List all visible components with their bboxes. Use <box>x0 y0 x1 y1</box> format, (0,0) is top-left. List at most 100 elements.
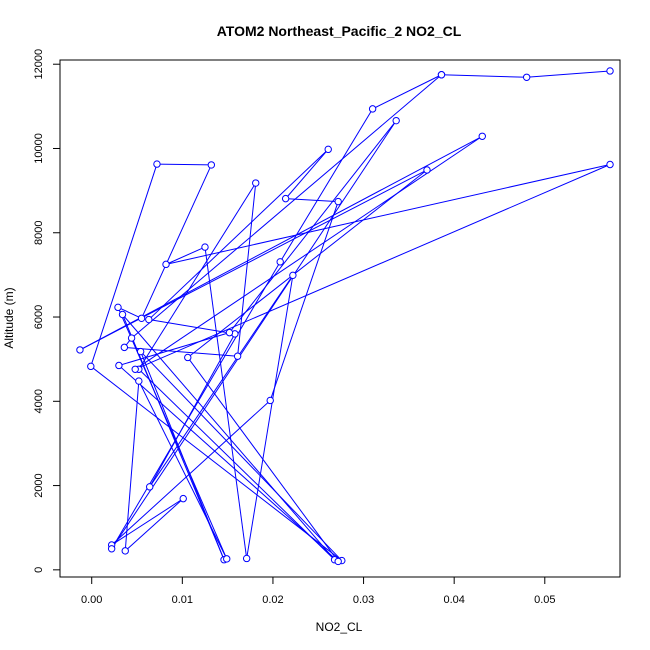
y-axis-label: Altitude (m) <box>2 287 16 348</box>
data-point <box>162 260 170 269</box>
x-tick-label: 0.05 <box>534 594 555 606</box>
series-segment <box>156 163 212 166</box>
data-point <box>266 396 274 405</box>
data-point <box>225 328 234 337</box>
data-point <box>118 310 127 319</box>
data-point <box>281 194 290 203</box>
series-segment <box>140 351 343 561</box>
data-point <box>137 314 146 322</box>
series-segment <box>285 148 329 199</box>
series-segment <box>165 246 206 265</box>
series-segment <box>111 261 281 550</box>
x-tick-label: 0.00 <box>81 594 102 606</box>
data-point <box>114 303 122 312</box>
x-tick-label: 0.04 <box>443 594 464 606</box>
series-segment <box>111 120 397 550</box>
series-segment <box>124 346 238 357</box>
series-segment <box>441 74 527 78</box>
series-segment <box>149 333 236 488</box>
data-point <box>136 347 145 356</box>
series-segment <box>237 182 257 357</box>
series-segment <box>148 148 329 320</box>
data-point <box>522 73 531 81</box>
series-segment <box>269 201 339 401</box>
series-segment <box>131 74 442 339</box>
series-segment <box>135 164 611 370</box>
x-tick-label: 0.03 <box>353 594 374 606</box>
series-segment <box>79 169 428 351</box>
series-segment <box>204 247 248 559</box>
series-segment <box>187 357 339 562</box>
series-segment <box>229 120 397 333</box>
chart-title: ATOM2 Northeast_Pacific_2 NO2_CL <box>217 23 462 39</box>
data-point <box>334 557 342 566</box>
series-segment <box>118 332 230 366</box>
y-tick-label: 0 <box>33 567 45 573</box>
data-point <box>423 166 431 174</box>
series-segment <box>117 306 142 319</box>
data-point <box>368 105 377 113</box>
series-segment <box>285 198 339 203</box>
series-segment <box>122 314 335 561</box>
series-segment <box>149 275 294 488</box>
series-segment <box>117 307 228 560</box>
data-point <box>145 315 153 324</box>
plot-frame <box>59 59 621 578</box>
series-segment <box>141 164 212 319</box>
series-segment <box>79 135 483 351</box>
data-point <box>324 145 332 154</box>
series-segment <box>526 70 611 78</box>
data-point <box>146 483 154 491</box>
series-points <box>76 67 614 566</box>
series-segment <box>90 365 343 561</box>
series-segment <box>138 380 228 560</box>
data-point <box>223 555 231 563</box>
data-point <box>179 494 187 503</box>
y-tick-label: 10000 <box>33 133 45 164</box>
data-point <box>120 343 129 352</box>
data-point <box>478 132 486 140</box>
x-axis: 0.00 0.01 0.02 0.03 0.04 0.05 <box>81 577 556 606</box>
data-point <box>153 160 161 168</box>
data-point <box>233 352 242 360</box>
data-point <box>606 67 614 75</box>
data-point <box>121 547 129 555</box>
y-axis: 0 2000 4000 6000 8000 10000 12000 <box>33 49 60 573</box>
data-point <box>87 362 95 371</box>
data-point <box>207 161 216 169</box>
x-axis-label: NO2_CL <box>316 620 363 634</box>
series-segment <box>279 108 374 263</box>
data-point <box>289 271 297 280</box>
data-point <box>131 365 139 373</box>
series-segment <box>138 368 335 561</box>
data-point <box>606 160 614 169</box>
data-point <box>127 334 136 342</box>
x-tick-label: 0.02 <box>262 594 283 606</box>
data-point <box>276 258 284 266</box>
series-segment <box>372 74 442 110</box>
data-point <box>242 554 251 563</box>
x-tick-label: 0.01 <box>172 594 193 606</box>
data-point <box>107 545 116 553</box>
series-segment <box>138 182 257 370</box>
series-segment <box>246 275 294 559</box>
y-tick-label: 2000 <box>33 473 45 497</box>
data-point <box>252 179 260 187</box>
series-segment <box>165 164 611 265</box>
data-point <box>437 71 446 79</box>
data-point <box>76 346 84 354</box>
data-point <box>201 243 209 251</box>
data-point <box>392 116 400 125</box>
y-tick-label: 4000 <box>33 389 45 413</box>
y-tick-label: 6000 <box>33 305 45 329</box>
series-segment <box>118 365 339 562</box>
series-segment <box>111 498 184 546</box>
data-point <box>135 377 143 385</box>
series-segment <box>90 163 158 367</box>
y-tick-label: 12000 <box>33 49 45 80</box>
series-segment <box>111 400 271 546</box>
data-point <box>184 353 192 362</box>
y-tick-label: 8000 <box>33 221 45 245</box>
data-point <box>115 361 123 370</box>
